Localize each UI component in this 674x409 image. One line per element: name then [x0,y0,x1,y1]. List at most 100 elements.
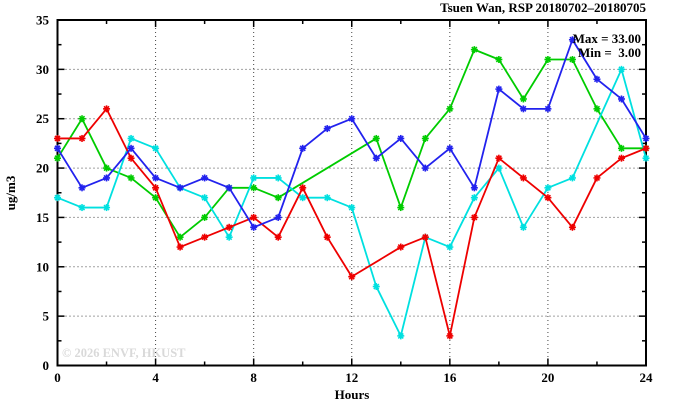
red-series-marker [519,174,527,182]
marker-stroke [593,76,601,83]
marker-stroke [275,174,282,182]
marker-stroke [422,165,429,172]
blue-series-marker [152,174,160,182]
marker-stroke [127,135,135,142]
marker-stroke [177,234,184,241]
marker-stroke [299,145,306,152]
x-tick-label: 24 [640,370,654,385]
cyan-series-marker [201,194,209,202]
cyan-series-marker [470,194,478,202]
marker-stroke [152,194,159,201]
cyan-series [54,65,650,340]
plot-border [56,19,647,367]
cyan-series-marker [250,174,258,182]
red-series-marker [250,213,258,221]
marker-stroke [250,174,257,182]
blue-series-marker [397,134,405,142]
green-series-marker [176,233,184,241]
red-series-marker [593,174,601,182]
green-series-marker [495,55,503,63]
marker-stroke [324,194,331,201]
marker-stroke [201,174,208,182]
axis-tick-labels: 0 4 8 12 16 20 24 0 5 10 15 20 25 30 35 [36,13,653,386]
marker-stroke [275,214,282,221]
cyan-series-line [57,68,647,337]
x-tick-label: 4 [152,370,159,385]
green-series-marker [470,46,478,54]
cyan-series-marker [642,154,650,162]
red-series-marker [176,243,184,251]
cyan-series-marker [103,204,111,212]
marker-stroke [593,174,601,182]
blue-series-line [56,38,647,229]
marker-stroke [520,174,527,182]
marker-stroke [250,184,257,191]
marker-stroke [103,204,110,211]
blue-series-marker [495,85,503,93]
marker-stroke [250,214,257,221]
marker-stroke [642,135,650,142]
marker-stroke [495,86,502,93]
blue-series [54,36,650,231]
blue-series-marker [470,184,478,192]
cyan-series-marker [323,194,331,202]
marker-stroke [324,234,331,241]
red-series-marker [201,233,209,241]
green-series-marker [103,164,111,172]
cyan-series-marker [519,223,527,231]
red-series-marker [495,154,503,162]
marker-stroke [520,105,527,112]
chart-title: Tsuen Wan, RSP 20180702–20180705 [440,0,646,15]
y-tick-label: 35 [36,13,50,28]
blue-series-marker [446,144,454,152]
marker-stroke [471,46,478,53]
marker-stroke [324,125,331,132]
marker-stroke [54,145,61,152]
red-series-marker [568,223,576,231]
marker-stroke [495,165,502,172]
cyan-series-marker [274,174,282,182]
blue-series-marker [54,144,61,152]
marker-stroke [446,243,453,251]
cyan-series-marker [127,134,135,142]
red-series-marker [127,154,135,162]
marker-stroke [275,234,282,241]
red-series-marker [225,223,233,231]
marker-stroke [618,95,625,103]
marker-stroke [373,283,380,290]
cyan-series-marker [78,204,86,212]
y-tick-label: 25 [36,111,50,126]
y-axis-label: ug/m3 [3,175,18,210]
marker-stroke [201,214,208,221]
blue-series-marker [225,184,233,192]
blue-series-marker [299,144,307,152]
blue-series-marker [642,134,650,142]
marker-stroke [618,155,625,162]
marker-stroke [544,105,551,112]
marker-stroke [618,145,625,152]
marker-stroke [177,184,184,191]
cyan-series-marker [617,65,625,73]
blue-series-marker [372,154,380,162]
x-tick-label: 16 [443,370,457,385]
blue-series-marker [323,125,331,133]
min-annotation: Min = 3.00 [578,45,641,60]
cyan-series-marker [568,174,576,182]
y-tick-label: 20 [36,161,49,176]
cyan-series-marker [348,204,356,212]
max-annotation: Max = 33.00 [573,31,641,46]
marker-stroke [544,56,551,63]
green-series-marker [152,194,160,202]
green-series-marker [274,194,282,202]
marker-stroke [495,155,502,162]
marker-stroke [348,115,355,122]
green-series-marker [421,134,429,142]
green-series-marker [201,213,209,221]
marker-stroke [569,56,576,63]
marker-stroke [54,194,61,201]
red-series-marker [323,233,331,241]
red-series-marker [470,213,478,221]
marker-stroke [103,165,110,172]
marker-stroke [152,174,159,182]
